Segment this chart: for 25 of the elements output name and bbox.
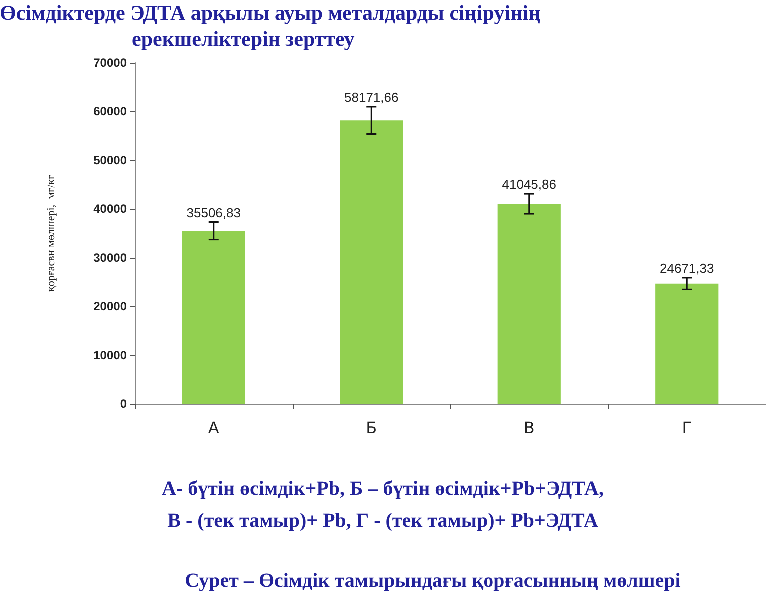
x-tick-label: А	[208, 418, 220, 438]
x-tick-label: В	[524, 418, 535, 438]
x-tick-label: Г	[682, 418, 692, 438]
y-tick-label: 20000	[94, 300, 128, 314]
y-tick-label: 0	[120, 397, 128, 411]
text: В - (тек тамыр)+ Pb, Г - (тек тамыр)+ Pb+ЭДТА	[166, 510, 600, 533]
data-label: 41045,86	[502, 177, 556, 192]
y-tick-label: 50000	[94, 153, 128, 168]
y-tick-label: 40000	[94, 202, 128, 216]
bar	[340, 120, 404, 404]
bar	[182, 231, 246, 404]
y-axis-title: қорғасвн мөлшері, мг/кг	[46, 174, 58, 292]
chart-title: Өсімдіктерде ЭДТА арқылы ауыр металдарды сіңіруінің ерекшеліктерін зерттеу	[0, 0, 542, 52]
data-label: 24671,33	[660, 260, 714, 276]
y-tick-label: 30000	[94, 250, 128, 265]
data-label: 35506,83	[186, 205, 241, 220]
y-tick-label: 10000	[94, 348, 128, 362]
text: Сурет – Өсімдік тамырындағы қорғасынның мөлшері	[184, 570, 682, 593]
x-tick-label: Б	[366, 418, 378, 438]
y-tick-label: 70000	[94, 56, 128, 70]
y-tick-label: 60000	[94, 104, 128, 119]
data-label: 58171,66	[344, 90, 399, 105]
bar	[656, 284, 719, 404]
bar	[498, 204, 561, 404]
text: А- бүтін өсімдік+Pb, Б – бүтін өсімдік+Pb+ЭДТА,	[161, 478, 605, 501]
